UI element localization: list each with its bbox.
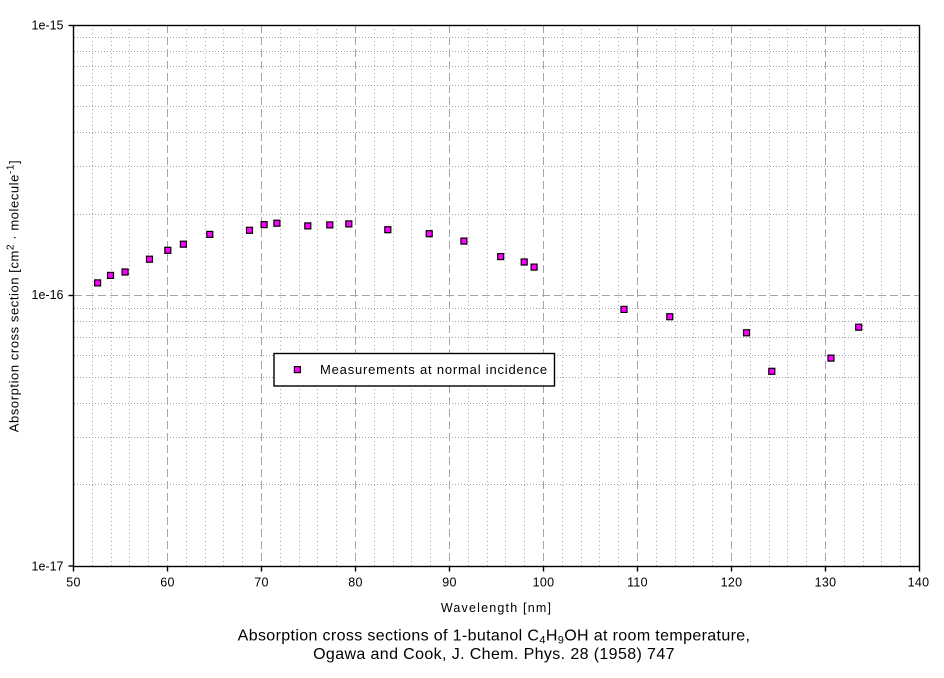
svg-text:50: 50 [66, 576, 81, 590]
svg-text:Absorption cross section [cm2: Absorption cross section [cm2 · molecule… [6, 160, 22, 432]
svg-text:140: 140 [908, 576, 930, 590]
svg-text:100: 100 [533, 576, 555, 590]
svg-text:90: 90 [442, 576, 457, 590]
svg-text:60: 60 [160, 576, 175, 590]
svg-text:1e-15: 1e-15 [32, 18, 64, 32]
svg-text:70: 70 [254, 576, 269, 590]
svg-text:Wavelength [nm]: Wavelength [nm] [441, 601, 552, 615]
svg-text:130: 130 [815, 576, 837, 590]
svg-text:1e-16: 1e-16 [32, 288, 64, 302]
svg-text:1e-17: 1e-17 [32, 559, 64, 573]
svg-text:Ogawa and Cook, J. Chem. Phys.: Ogawa and Cook, J. Chem. Phys. 28 (1958)… [313, 646, 675, 663]
svg-text:120: 120 [721, 576, 743, 590]
svg-text:Measurements at normal inciden: Measurements at normal incidence [320, 362, 548, 377]
svg-text:Absorption cross sections of 1: Absorption cross sections of 1-butanol C… [238, 628, 751, 647]
svg-text:80: 80 [348, 576, 363, 590]
svg-text:110: 110 [627, 576, 648, 590]
